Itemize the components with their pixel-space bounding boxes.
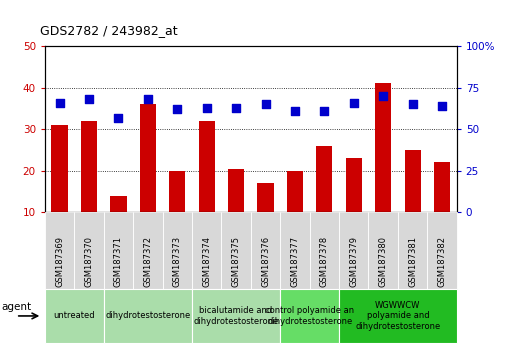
Point [438,103,446,109]
Text: GSM187372: GSM187372 [143,236,153,287]
Text: GSM187371: GSM187371 [114,236,123,287]
Bar [199,121,215,212]
Point [55,100,64,105]
Point [320,108,328,114]
Text: GDS2782 / 243982_at: GDS2782 / 243982_at [40,24,177,37]
Point [232,105,240,110]
Text: agent: agent [1,302,31,312]
Bar [316,146,333,212]
Point [85,96,93,102]
Bar [375,84,391,212]
Text: GSM187380: GSM187380 [379,236,388,287]
Text: GSM187381: GSM187381 [408,236,417,287]
Text: control polyamide an
dihydrotestosterone: control polyamide an dihydrotestosterone [265,306,354,326]
Bar [169,171,185,212]
Text: GSM187370: GSM187370 [84,236,93,287]
Bar [258,183,274,212]
Point [202,105,211,110]
Text: GSM187373: GSM187373 [173,236,182,287]
Text: GSM187375: GSM187375 [232,236,241,287]
Point [114,115,122,120]
Point [291,108,299,114]
Bar [52,125,68,212]
Text: untreated: untreated [53,312,95,320]
Text: GSM187382: GSM187382 [438,236,447,287]
Bar [110,196,127,212]
Text: GSM187376: GSM187376 [261,236,270,287]
Text: WGWWCW
polyamide and
dihydrotestosterone: WGWWCW polyamide and dihydrotestosterone [355,301,440,331]
Text: dihydrotestosterone: dihydrotestosterone [105,312,191,320]
Text: GSM187369: GSM187369 [55,236,64,287]
Bar [346,158,362,212]
Text: GSM187379: GSM187379 [349,236,359,287]
Point [408,101,417,107]
Bar [81,121,97,212]
Bar [228,169,244,212]
Bar [434,162,450,212]
Text: GSM187377: GSM187377 [290,236,299,287]
Point [350,100,358,105]
Bar [404,150,421,212]
Text: bicalutamide and
dihydrotestosterone: bicalutamide and dihydrotestosterone [193,306,279,326]
Point [144,96,152,102]
Bar [140,104,156,212]
Point [173,107,182,112]
Point [379,93,388,99]
Bar [287,171,303,212]
Text: GSM187374: GSM187374 [202,236,211,287]
Text: GSM187378: GSM187378 [320,236,329,287]
Point [261,101,270,107]
